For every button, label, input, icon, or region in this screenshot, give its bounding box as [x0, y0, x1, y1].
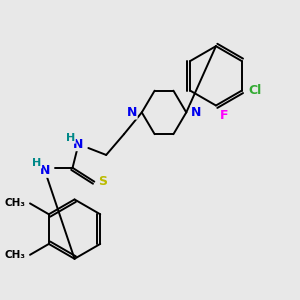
- Text: N: N: [73, 138, 84, 151]
- Text: N: N: [40, 164, 50, 177]
- Text: N: N: [191, 106, 201, 119]
- Text: N: N: [127, 106, 137, 119]
- Text: H: H: [66, 133, 75, 143]
- Text: S: S: [98, 175, 107, 188]
- Text: F: F: [220, 109, 228, 122]
- Text: Cl: Cl: [249, 84, 262, 97]
- Text: CH₃: CH₃: [4, 250, 25, 260]
- Text: H: H: [32, 158, 42, 168]
- Text: CH₃: CH₃: [4, 198, 25, 208]
